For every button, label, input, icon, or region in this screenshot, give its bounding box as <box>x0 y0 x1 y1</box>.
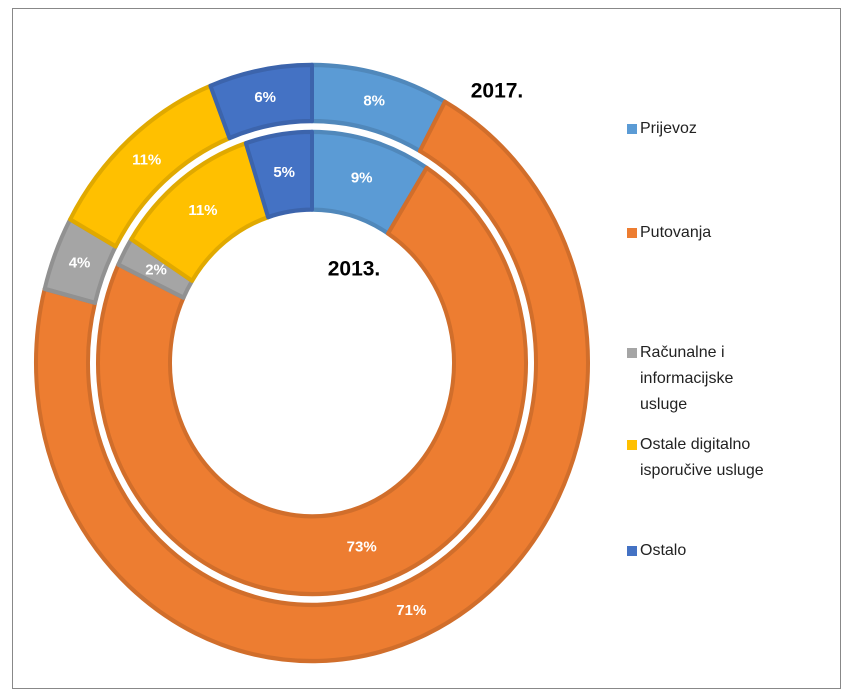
data-label: 11% <box>132 151 161 168</box>
legend-label: Prijevoz <box>640 120 697 137</box>
legend-entry: Putovanja <box>627 220 807 246</box>
legend-swatch <box>627 124 637 134</box>
legend-swatch <box>627 546 637 556</box>
legend-entry: Ostale digitalno isporučive usluge <box>627 432 807 484</box>
legend-entry: Prijevoz <box>627 116 807 142</box>
legend-label: Računalne i informacijske usluge <box>640 344 734 413</box>
donut-segment <box>34 99 590 664</box>
legend-label: Putovanja <box>640 224 712 241</box>
rings: 8% 71% 4% 11% 6% 9% 73% 2% 11% 5% <box>34 62 590 664</box>
legend-swatch <box>627 348 637 358</box>
data-label: 5% <box>273 164 295 181</box>
legend-swatch <box>627 228 637 238</box>
legend-label: Ostale digitalno isporučive usluge <box>640 436 764 479</box>
ring-title: 2013. <box>328 258 381 281</box>
chart-frame <box>12 8 841 689</box>
data-label: 9% <box>351 169 373 186</box>
legend-entry: Računalne i informacijske usluge <box>627 340 807 418</box>
data-label: 4% <box>69 255 91 272</box>
data-label: 2% <box>145 261 167 278</box>
data-label: 73% <box>347 539 377 556</box>
data-label: 11% <box>188 202 217 219</box>
donut-segment <box>208 62 314 141</box>
legend-swatch <box>627 440 637 450</box>
legend-label: Ostalo <box>640 542 687 559</box>
data-label: 71% <box>396 602 426 619</box>
data-label: 6% <box>254 89 276 106</box>
donut-segment <box>243 129 314 220</box>
data-label: 8% <box>363 92 385 109</box>
donut-segment <box>96 165 528 597</box>
ring-title: 2017. <box>471 80 524 103</box>
legend-entry: Ostalo <box>627 538 807 564</box>
